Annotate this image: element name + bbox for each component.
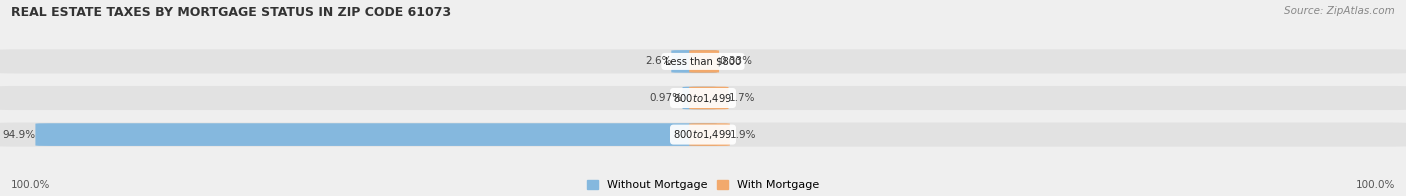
Text: 100.0%: 100.0% bbox=[11, 180, 51, 190]
FancyBboxPatch shape bbox=[0, 86, 1406, 110]
Text: REAL ESTATE TAXES BY MORTGAGE STATUS IN ZIP CODE 61073: REAL ESTATE TAXES BY MORTGAGE STATUS IN … bbox=[11, 6, 451, 19]
Text: 100.0%: 100.0% bbox=[1355, 180, 1395, 190]
FancyBboxPatch shape bbox=[689, 87, 728, 109]
FancyBboxPatch shape bbox=[689, 50, 718, 73]
Text: 1.7%: 1.7% bbox=[728, 93, 755, 103]
Text: 2.6%: 2.6% bbox=[645, 56, 671, 66]
Text: 0.33%: 0.33% bbox=[718, 56, 752, 66]
FancyBboxPatch shape bbox=[0, 122, 1406, 147]
Legend: Without Mortgage, With Mortgage: Without Mortgage, With Mortgage bbox=[588, 180, 818, 191]
Text: Less than $800: Less than $800 bbox=[665, 56, 741, 66]
Text: $800 to $1,499: $800 to $1,499 bbox=[673, 128, 733, 141]
Text: $800 to $1,499: $800 to $1,499 bbox=[673, 92, 733, 104]
FancyBboxPatch shape bbox=[35, 123, 717, 146]
FancyBboxPatch shape bbox=[0, 49, 1406, 74]
FancyBboxPatch shape bbox=[689, 123, 730, 146]
Text: 0.97%: 0.97% bbox=[650, 93, 682, 103]
Text: 94.9%: 94.9% bbox=[3, 130, 35, 140]
Text: Source: ZipAtlas.com: Source: ZipAtlas.com bbox=[1284, 6, 1395, 16]
Text: 1.9%: 1.9% bbox=[730, 130, 756, 140]
FancyBboxPatch shape bbox=[671, 50, 717, 73]
FancyBboxPatch shape bbox=[682, 87, 717, 109]
